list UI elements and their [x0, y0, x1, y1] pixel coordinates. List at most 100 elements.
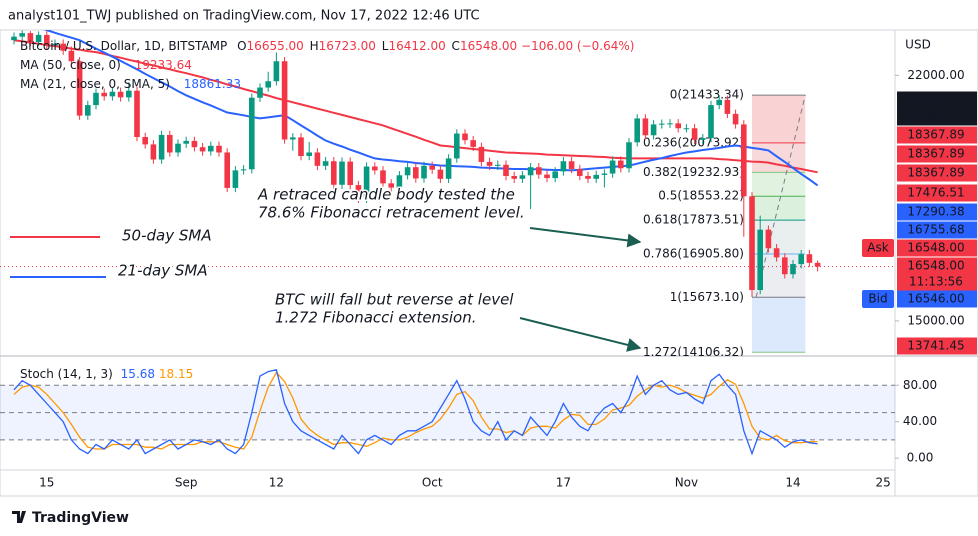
price-label: 17476.51 [907, 186, 964, 200]
annotation: 50-day SMA [122, 227, 212, 245]
candle-body [437, 169, 444, 179]
ma-name: MA (50, close, 0) [20, 58, 121, 72]
price-label-box [897, 126, 977, 144]
price-label-box [897, 108, 977, 126]
stoch-name: Stoch (14, 1, 3) [20, 367, 113, 381]
price-label: 20399.43 [907, 110, 964, 124]
price-label-box [897, 290, 977, 308]
price-label-box [897, 273, 977, 291]
ohlc-key: H [310, 39, 319, 53]
price-label: 16548.00 [907, 259, 964, 273]
stoch-legend: Stoch (14, 1, 3) 15.68 18.15 [20, 367, 193, 381]
candle-body [691, 128, 698, 140]
candle-body [306, 152, 312, 156]
candle-body [585, 175, 591, 179]
stoch-line [13, 369, 818, 456]
overlay: USD 22000.00 15000.00 20399.43 20399.43 18367… [10, 38, 977, 490]
price-label: 20399.43 [907, 93, 964, 107]
candle-body [322, 161, 329, 166]
candle-body [609, 160, 616, 174]
candle-body [790, 264, 796, 275]
y-tick-label: 22000.00 [907, 68, 964, 82]
candle-body [298, 137, 304, 156]
ma-name: MA (21, close, 0, SMA, 5) [20, 77, 170, 91]
stoch-d: 18.15 [159, 367, 193, 381]
candle-body [347, 161, 353, 186]
candle-body [339, 161, 345, 185]
candle-body [560, 161, 567, 172]
x-tick-label: 15 [39, 476, 54, 490]
candle-body [806, 254, 813, 263]
candle-body [814, 262, 821, 267]
ohlc-key: C [452, 39, 460, 53]
candle-body [158, 134, 165, 160]
frame [0, 29, 978, 497]
bid-badge [862, 290, 894, 308]
fib-label: 0(21433.34) [670, 88, 744, 102]
annotation: 78.6% Fibonacci retracement level. [258, 204, 525, 222]
y-tick-label: 15000.00 [907, 313, 964, 327]
candle-body [224, 152, 230, 188]
annotation: A retraced candle body tested the [257, 186, 515, 204]
price-label-box [897, 91, 977, 109]
annotation-arrow [529, 227, 642, 248]
candle-body [700, 138, 706, 140]
candle-body [708, 105, 714, 139]
ma-legend: MA (21, close, 0, SMA, 5) 18861.33 [20, 77, 241, 91]
price-label: 18367.89 [907, 166, 964, 180]
candle-body [281, 61, 288, 140]
ask-badge [862, 239, 894, 257]
candle-body [396, 175, 403, 188]
symbol: Bitcoin / U.S. Dollar, 1D, BITSTAMP [20, 39, 227, 53]
candle-body [60, 43, 66, 51]
change: −106.00 (−0.64%) [521, 39, 634, 53]
candle-body [404, 167, 411, 176]
candle-body [240, 169, 247, 171]
price-label-box [897, 221, 977, 239]
candle-body [101, 92, 107, 97]
candle-body [741, 124, 747, 197]
candle-body [249, 97, 255, 170]
candle-body [470, 140, 476, 147]
candle-body [232, 170, 239, 188]
fib-trend [755, 95, 806, 298]
price-label: 18367.89 [907, 128, 964, 142]
candle-body [35, 34, 42, 42]
ohlc-value: 16548.00 [460, 39, 517, 53]
candle-body [626, 142, 632, 169]
x-tick-label: Sep [175, 476, 198, 490]
candle-body [429, 165, 435, 170]
price-label-box [897, 164, 977, 182]
candle-body [142, 137, 148, 145]
price-label-box [897, 337, 977, 355]
fib-label: 0.382(19232.93) [643, 165, 744, 179]
annotation: BTC will fall but reverse at level [275, 291, 514, 309]
candle-body [675, 123, 681, 129]
candle-body [372, 166, 378, 171]
price-label-box [897, 239, 977, 257]
annotation-arrow [519, 317, 642, 352]
candle-body [208, 145, 214, 152]
ohlc-value: 16412.00 [388, 39, 445, 53]
candle-body [76, 61, 83, 116]
candle-body [716, 99, 722, 106]
candle-body [19, 33, 25, 37]
candle-body [199, 147, 206, 152]
candle-body [527, 167, 534, 176]
candle-body [265, 81, 271, 88]
price-label-box [897, 184, 977, 202]
candle-body [216, 145, 222, 153]
fib-zone [752, 172, 806, 197]
candle-body [511, 175, 517, 179]
candle-body [273, 61, 280, 82]
fib-label: 1.272(14106.32) [643, 345, 744, 359]
candle-body [68, 50, 75, 62]
candle-body [388, 183, 394, 188]
candle-body [519, 175, 526, 179]
stoch-band [0, 385, 895, 440]
candle-body [798, 254, 804, 265]
candle-body [650, 124, 657, 136]
stoch-pane [0, 369, 895, 456]
candle-body [257, 87, 263, 98]
